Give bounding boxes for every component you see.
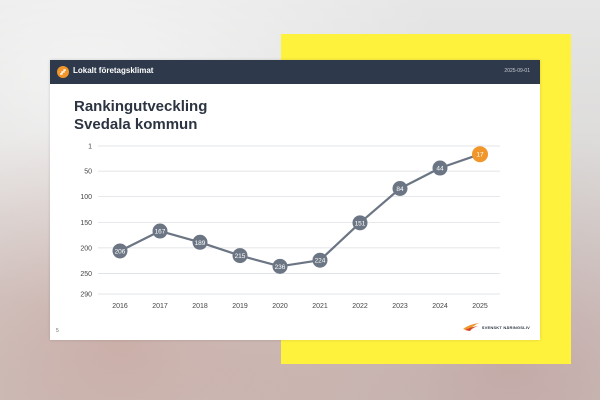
brand-text: SVENSKT NÄRINGSLIV xyxy=(481,324,530,330)
data-point xyxy=(392,181,408,197)
y-tick-label: 150 xyxy=(80,220,92,227)
data-label: 44 xyxy=(436,166,444,173)
y-tick-label: 200 xyxy=(80,245,92,252)
data-point xyxy=(312,252,328,268)
data-label: 189 xyxy=(195,240,206,247)
data-label: 236 xyxy=(275,264,286,271)
y-tick-label: 1 xyxy=(88,144,92,151)
data-point xyxy=(232,248,248,264)
data-point xyxy=(152,223,168,239)
x-tick-label: 2025 xyxy=(472,303,488,310)
stairs-logo-icon xyxy=(57,66,69,78)
data-label: 224 xyxy=(315,258,326,265)
brand-logo: SVENSKT NÄRINGSLIV xyxy=(462,322,530,332)
x-tick-label: 2023 xyxy=(392,303,408,310)
slide: Lokalt företagsklimat 2025-09-01 Ranking… xyxy=(50,60,540,340)
bird-logo-icon xyxy=(462,323,479,331)
x-tick-label: 2017 xyxy=(152,303,168,310)
app-name: Lokalt företagsklimat xyxy=(73,66,154,75)
y-tick-label: 250 xyxy=(80,271,92,278)
data-point xyxy=(192,234,208,250)
x-tick-label: 2022 xyxy=(352,303,368,310)
x-tick-label: 2020 xyxy=(272,303,288,310)
data-point xyxy=(272,258,288,274)
data-label: 17 xyxy=(476,152,484,159)
data-label: 84 xyxy=(396,186,404,193)
data-label: 215 xyxy=(235,253,246,260)
x-tick-label: 2018 xyxy=(192,303,208,310)
x-tick-label: 2019 xyxy=(232,303,248,310)
y-tick-label: 290 xyxy=(80,292,92,299)
page-number: 5 xyxy=(56,328,59,334)
data-point xyxy=(352,215,368,231)
data-label: 151 xyxy=(355,220,366,227)
series-line xyxy=(119,153,481,268)
y-tick-label: 100 xyxy=(80,194,92,201)
data-label: 206 xyxy=(115,248,126,255)
data-point xyxy=(112,243,128,259)
x-tick-label: 2021 xyxy=(312,303,328,310)
y-tick-label: 50 xyxy=(84,169,92,176)
header-date: 2025-09-01 xyxy=(504,68,530,74)
title-line-2: Svedala kommun xyxy=(74,116,198,133)
data-label: 167 xyxy=(155,229,166,236)
data-point xyxy=(432,160,448,176)
x-tick-label: 2016 xyxy=(112,303,128,310)
header-bar: Lokalt företagsklimat 2025-09-01 xyxy=(50,60,540,84)
slide-title: Rankingutveckling Svedala kommun xyxy=(74,98,207,134)
data-point xyxy=(472,146,488,163)
title-line-1: Rankingutveckling xyxy=(74,98,208,115)
x-tick-label: 2024 xyxy=(432,303,448,310)
